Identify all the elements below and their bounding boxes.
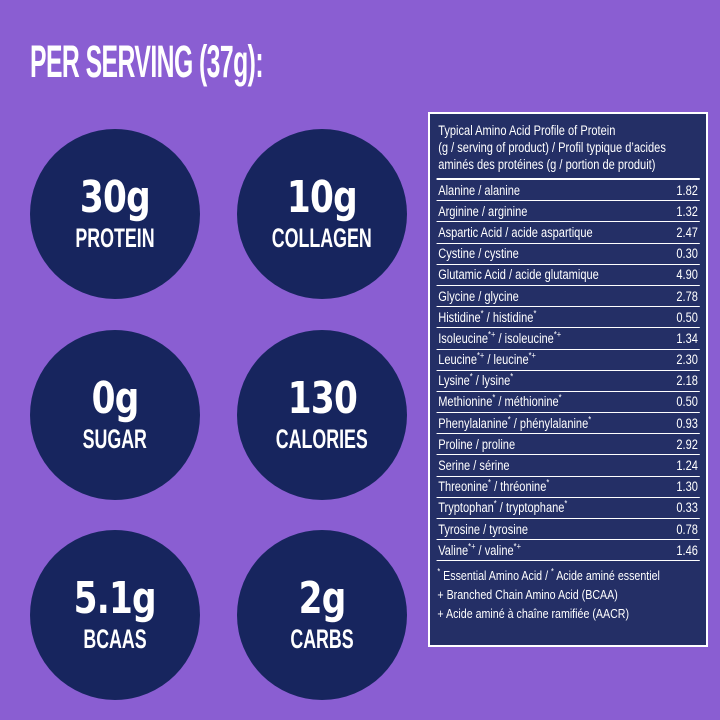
stat-badge-collagen: 10g COLLAGEN (237, 129, 407, 299)
stat-badge-carbs: 2g CARBS (237, 530, 407, 700)
badge-label: BCAAS (83, 623, 147, 654)
amino-acid-name: Serine / sérine (438, 458, 510, 474)
amino-acid-name: Tyrosine / tyrosine (438, 521, 529, 537)
table-header-line: Typical Amino Acid Profile of Protein (438, 123, 616, 138)
amino-acid-name: Aspartic Acid / acide aspartique (438, 224, 593, 240)
amino-acid-value: 0.33 (676, 500, 698, 516)
amino-acid-value: 0.78 (676, 521, 698, 537)
stat-badge-sugar: 0g SUGAR (30, 330, 200, 500)
amino-acid-row: Glutamic Acid / acide glutamique 4.90 (436, 265, 700, 286)
amino-acid-name: Methionine* / méthionine* (438, 392, 562, 410)
amino-acid-value: 0.50 (676, 309, 698, 325)
amino-acid-row: Phenylalanine* / phénylalanine* 0.93 (436, 413, 700, 435)
amino-acid-value: 2.92 (676, 436, 698, 452)
amino-acid-value: 1.24 (676, 458, 698, 474)
amino-acid-value: 1.30 (676, 479, 698, 495)
amino-acid-name: Phenylalanine* / phénylalanine* (438, 414, 592, 431)
stat-badge-protein: 30g PROTEIN (30, 129, 200, 299)
amino-acid-name: Alanine / alanine (438, 182, 521, 198)
badge-label: SUGAR (82, 423, 148, 454)
table-footnote-line: * Essential Amino Acid / * Acide aminé e… (437, 567, 660, 584)
amino-acid-row: Cystine / cystine 0.30 (436, 244, 700, 265)
amino-acid-row: Threonine* / thréonine* 1.30 (436, 477, 700, 498)
amino-acid-row: Methionine* / méthionine* 0.50 (436, 392, 700, 414)
amino-acid-value: 1.46 (676, 542, 698, 558)
page-title: PER SERVING (37g): (30, 36, 264, 87)
amino-acid-name: Isoleucine*+ / isoleucine*+ (438, 329, 562, 346)
amino-acid-name: Histidine* / histidine* (438, 308, 537, 325)
amino-acid-name: Leucine*+ / leucine*+ (438, 350, 536, 368)
table-footnote-line: + Acide aminé à chaîne ramifiée (AACR) (437, 606, 630, 622)
badge-label: COLLAGEN (272, 222, 372, 253)
amino-acid-name: Lysine* / lysine* (438, 371, 514, 389)
amino-acid-name: Proline / proline (438, 436, 516, 452)
amino-acid-value: 1.32 (676, 203, 698, 219)
amino-acid-name: Valine*+ / valine*+ (438, 541, 521, 558)
table-header-line: aminés des protéines (g / portion de pro… (438, 157, 656, 172)
amino-acid-value: 4.90 (676, 267, 698, 283)
table-header-line: (g / serving of product) / Profil typiqu… (438, 140, 666, 155)
amino-acid-name: Arginine / arginine (438, 203, 528, 219)
amino-acid-row: Arginine / arginine 1.32 (436, 201, 700, 223)
table-footnotes: * Essential Amino Acid / * Acide aminé e… (437, 561, 700, 623)
amino-acid-table-content: Typical Amino Acid Profile of Protein (g … (430, 114, 706, 623)
amino-acid-name: Threonine* / thréonine* (438, 477, 550, 495)
stat-badge-bcaas: 5.1g BCAAS (30, 530, 200, 700)
table-header: Typical Amino Acid Profile of Protein (g … (436, 121, 700, 180)
amino-acid-value: 1.34 (676, 330, 698, 346)
amino-acid-row: Tyrosine / tyrosine 0.78 (436, 519, 700, 541)
amino-acid-value: 0.93 (676, 415, 698, 431)
amino-acid-row: Aspartic Acid / acide aspartique 2.47 (436, 222, 700, 244)
badge-value: 5.1g (73, 572, 157, 624)
badge-value: 10g (286, 171, 358, 223)
amino-acid-row: Histidine* / histidine* 0.50 (436, 307, 700, 329)
amino-acid-name: Cystine / cystine (438, 246, 519, 262)
badge-label: CARBS (290, 623, 354, 654)
amino-acid-value: 0.30 (676, 246, 698, 262)
amino-acid-value: 2.47 (676, 224, 698, 240)
badge-value: 2g (298, 572, 347, 624)
amino-acid-row: Serine / sérine 1.24 (436, 455, 700, 477)
amino-acid-row: Valine*+ / valine*+ 1.46 (436, 540, 700, 562)
amino-acid-row: Isoleucine*+ / isoleucine*+ 1.34 (436, 328, 700, 350)
stat-badge-calories: 130 CALORIES (237, 330, 407, 500)
badge-value: 130 (287, 372, 357, 424)
amino-acid-name: Glutamic Acid / acide glutamique (438, 267, 599, 283)
amino-acid-value: 0.50 (676, 394, 698, 410)
amino-acid-row: Lysine* / lysine* 2.18 (436, 371, 700, 392)
amino-acid-name: Glycine / glycine (438, 288, 519, 304)
amino-acid-row: Glycine / glycine 2.78 (436, 286, 700, 308)
badge-value: 30g (79, 171, 151, 223)
amino-acid-value: 1.82 (676, 182, 698, 198)
amino-acid-row: Alanine / alanine 1.82 (436, 180, 700, 202)
amino-acid-row: Tryptophan* / tryptophane* 0.33 (436, 498, 700, 519)
amino-acid-name: Tryptophan* / tryptophane* (438, 498, 568, 516)
amino-acid-table: Typical Amino Acid Profile of Protein (g … (428, 112, 708, 647)
amino-acid-row: Leucine*+ / leucine*+ 2.30 (436, 350, 700, 371)
badge-value: 0g (91, 372, 140, 424)
amino-acid-value: 2.30 (676, 352, 698, 368)
table-footnote-line: + Branched Chain Amino Acid (BCAA) (437, 587, 618, 603)
table-body: Alanine / alanine 1.82 Arginine / arginine… (436, 180, 700, 562)
amino-acid-value: 2.18 (676, 373, 698, 389)
badge-label: CALORIES (275, 423, 369, 454)
amino-acid-value: 2.78 (676, 288, 698, 304)
amino-acid-row: Proline / proline 2.92 (436, 434, 700, 456)
badge-label: PROTEIN (75, 222, 155, 253)
